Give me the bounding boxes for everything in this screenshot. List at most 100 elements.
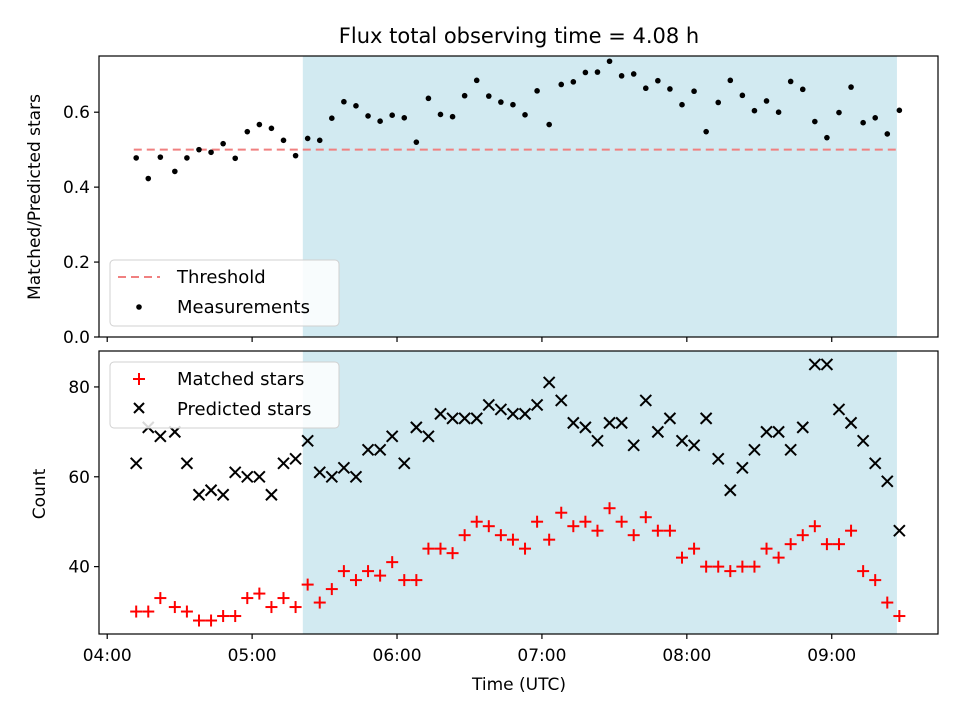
predicted-star-point — [651, 425, 665, 439]
predicted-star-point — [893, 524, 906, 537]
top-y-tick-label: 0.2 — [63, 253, 90, 273]
matched-star-point — [422, 542, 435, 555]
measurement-point — [896, 107, 903, 114]
predicted-star-point — [542, 376, 556, 389]
matched-star-point — [543, 533, 556, 546]
predicted-star-point — [325, 470, 339, 483]
top-y-tick-label: 0.4 — [63, 178, 90, 198]
predicted-star-point — [663, 412, 677, 425]
measurement-point — [606, 58, 613, 65]
predicted-star-point — [808, 358, 822, 371]
x-tick-label: 08:00 — [662, 646, 711, 666]
matched-star-point — [591, 524, 604, 537]
predicted-star-point — [446, 412, 459, 425]
measurement-point — [642, 85, 649, 92]
measurement-point — [570, 79, 577, 85]
measurement-point — [353, 103, 359, 109]
measurement-point — [304, 135, 311, 142]
matched-star-point — [253, 587, 266, 600]
matched-star-point — [349, 574, 362, 587]
matched-star-point — [494, 529, 507, 542]
predicted-star-point — [301, 434, 314, 448]
predicted-star-point — [229, 466, 242, 479]
bottom-y-axis-label: Count — [30, 468, 50, 519]
legend-matched-swatch — [133, 373, 145, 385]
matched-star-point — [217, 610, 230, 623]
predicted-star-point — [530, 398, 544, 412]
bottom-y-tick-label: 80 — [68, 378, 90, 398]
matched-star-point — [748, 560, 761, 573]
measurement-point — [401, 115, 408, 121]
matched-star-point — [893, 610, 906, 623]
bottom-axes: 40 60 80 04:00 05:00 06:00 07:00 08:00 09:00 — [68, 378, 856, 666]
top-axes: 0.0 0.2 0.4 0.6 — [63, 103, 833, 348]
matched-star-point — [796, 529, 809, 542]
measurement-point — [727, 77, 734, 84]
legend-predicted-label: Predicted stars — [177, 399, 311, 420]
measurement-point — [848, 84, 854, 90]
predicted-star-point — [434, 407, 447, 421]
legend-predicted-swatch — [133, 402, 145, 414]
measurement-point — [329, 115, 335, 121]
matched-star-point — [506, 533, 519, 546]
measurement-point — [256, 121, 263, 128]
predicted-star-point — [784, 443, 797, 457]
measurement-point — [473, 77, 480, 84]
measurement-point — [691, 88, 697, 95]
measurement-point — [208, 149, 214, 156]
measurement-point — [522, 112, 528, 118]
measurement-point — [703, 128, 709, 135]
matched-star-point — [845, 524, 858, 537]
measurement-point — [836, 109, 842, 116]
measurement-point — [172, 168, 178, 175]
predicted-star-point — [129, 457, 143, 470]
predicted-star-point — [458, 412, 471, 425]
measurement-point — [679, 101, 685, 108]
predicted-star-point — [216, 488, 230, 501]
measurement-point — [510, 101, 516, 108]
predicted-star-point — [555, 394, 568, 407]
measurement-point — [751, 107, 758, 114]
measurement-point — [389, 112, 395, 118]
predicted-star-point — [881, 475, 894, 488]
bottom-legend-box — [109, 361, 340, 429]
predicted-star-point — [313, 466, 326, 479]
matched-star-point — [470, 515, 483, 528]
measurement-point — [244, 128, 251, 135]
predicted-star-point — [736, 461, 749, 475]
predicted-star-point — [615, 416, 628, 430]
matched-star-point — [869, 574, 882, 587]
x-tick-label: 05:00 — [228, 646, 277, 666]
matched-star-point — [205, 614, 218, 627]
measurement-point — [884, 131, 891, 137]
measurement-point — [824, 134, 830, 141]
measurement-point — [618, 73, 625, 79]
measurement-point — [232, 155, 239, 162]
measurement-point — [280, 137, 287, 144]
measurement-point — [316, 137, 323, 144]
measurement-point — [133, 155, 139, 161]
predicted-star-point — [385, 430, 399, 443]
matched-star-point — [676, 551, 689, 564]
matched-star-point — [446, 547, 459, 560]
matched-star-point — [857, 565, 870, 578]
predicted-star-point — [192, 488, 206, 501]
matched-star-point — [192, 614, 205, 627]
matched-star-point — [301, 578, 314, 591]
bottom-y-tick-label: 60 — [68, 468, 90, 488]
matched-star-point — [881, 596, 894, 609]
measurement-point — [860, 119, 866, 126]
predicted-star-point — [410, 421, 423, 434]
predicted-star-point — [832, 403, 846, 416]
top-y-tick-label: 0.0 — [63, 328, 90, 348]
predicted-star-point — [422, 430, 435, 443]
predicted-star-point — [482, 398, 496, 412]
legend-matched-label: Matched stars — [177, 369, 304, 390]
matched-star-point — [820, 538, 833, 551]
top-legend-box — [109, 259, 340, 327]
top-panel: 0.0 0.2 0.4 0.6 Matched/Predicted stars Thr… — [25, 55, 939, 348]
measurement-point — [812, 118, 818, 125]
predicted-star-point — [506, 407, 520, 421]
predicted-star-point — [253, 470, 266, 483]
